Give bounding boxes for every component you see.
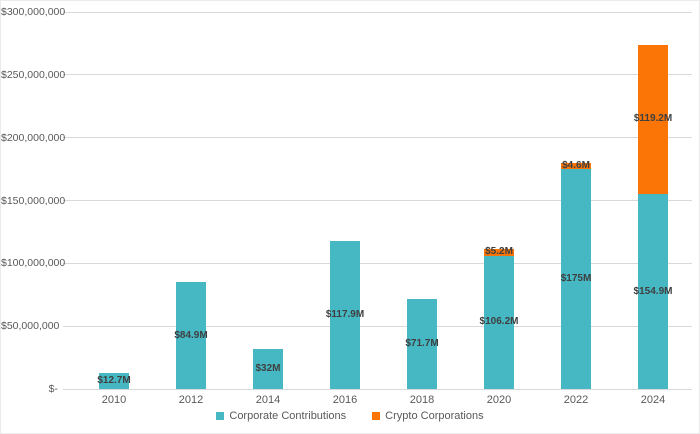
bar-segment-2014-corporate-contributions (253, 348, 283, 389)
y-axis-tick-label: $300,000,000 (1, 6, 66, 18)
y-axis-tick-label: $- (48, 383, 58, 395)
x-axis-tick-label-2018: 2018 (409, 394, 435, 406)
x-axis-tick-label-2024: 2024 (640, 394, 666, 406)
corporate-contributions-swatch-icon (216, 412, 225, 420)
x-axis-tick-label-2014: 2014 (255, 394, 281, 406)
bar-segment-2020-corporate-contributions (484, 255, 514, 389)
bar-segment-2022-corporate-contributions (561, 169, 591, 389)
data-label-2020-series-0: $106.2M (479, 316, 519, 328)
gridline (63, 325, 692, 327)
data-label-2010-series-0: $12.7M (97, 375, 131, 387)
data-label-2014-series-0: $32M (255, 362, 281, 374)
gridline (63, 388, 692, 390)
y-axis-tick-label: $150,000,000 (1, 194, 66, 207)
y-axis-tick-label: $100,000,000 (1, 257, 66, 270)
legend: Corporate Contributions Crypto Corporati… (1, 410, 699, 422)
bar-segment-2022-crypto-corporations (561, 163, 591, 170)
bar-segment-2018-corporate-contributions (407, 298, 437, 389)
y-axis-tick-label: $250,000,000 (1, 68, 66, 81)
x-axis-tick-label-2016: 2016 (332, 394, 358, 406)
data-label-2022-series-0: $175M (560, 273, 592, 285)
y-axis-tick-label: $50,000,000 (1, 320, 60, 333)
gridline (63, 11, 692, 13)
bar-segment-2020-crypto-corporations (484, 249, 514, 256)
data-label-2022-series-1: $4.6M (562, 160, 590, 172)
bar-segment-2010-corporate-contributions (99, 373, 129, 389)
gridline (63, 137, 692, 139)
data-label-2020-series-1: $5.2M (485, 246, 513, 258)
data-label-2012-series-0: $84.9M (174, 329, 208, 341)
data-label-2016-series-0: $117.9M (325, 308, 365, 320)
legend-label-corporate-contributions: Corporate Contributions (229, 410, 347, 422)
data-label-2024-series-0: $154.9M (633, 285, 673, 297)
gridline (63, 74, 692, 76)
legend-item-corporate-contributions: Corporate Contributions (216, 410, 346, 422)
crypto-corporations-swatch-icon (372, 412, 381, 420)
x-axis-tick-label-2012: 2012 (178, 394, 204, 406)
gridline (63, 262, 692, 264)
plot-area: $12.7M $84.9M $32M $117.9M $71.7M $106.2M $5.2… (63, 11, 692, 390)
bar-segment-2024-crypto-corporations (638, 44, 668, 195)
bar-segment-2012-corporate-contributions (176, 282, 206, 389)
x-axis-tick-label-2020: 2020 (486, 394, 512, 406)
legend-item-crypto-corporations: Crypto Corporations (372, 410, 484, 422)
bar-segment-2024-corporate-contributions (638, 194, 668, 389)
gridline (63, 200, 692, 201)
y-axis-tick-label: $200,000,000 (1, 131, 66, 144)
data-label-2024-series-1: $119.2M (633, 113, 673, 125)
bar-segment-2016-corporate-contributions (330, 240, 360, 389)
x-axis-tick-label-2010: 2010 (101, 394, 127, 406)
data-label-2018-series-0: $71.7M (405, 337, 439, 349)
legend-label-crypto-corporations: Crypto Corporations (385, 410, 484, 422)
x-axis-tick-label-2022: 2022 (563, 394, 589, 406)
